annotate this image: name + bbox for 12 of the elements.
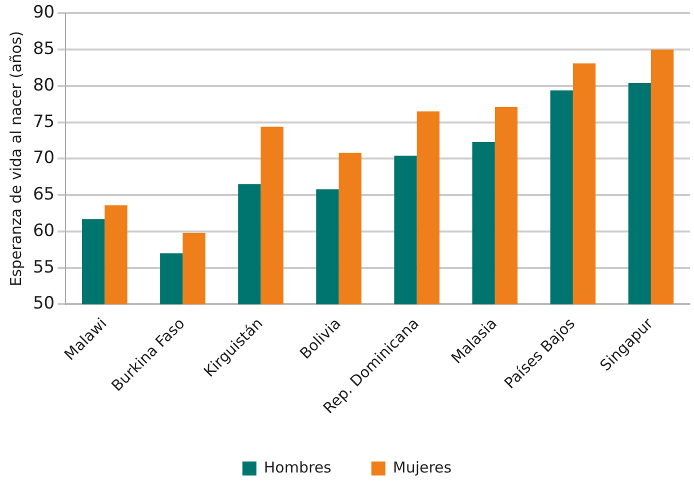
y-tick-label: 55 <box>32 257 55 278</box>
y-tick-label: 80 <box>32 75 55 96</box>
legend-label: Mujeres <box>392 458 452 476</box>
y-tick-label: 65 <box>32 184 55 205</box>
y-tick-label: 75 <box>32 112 55 132</box>
y-tick-label: 90 <box>32 2 55 23</box>
y-tick-label: 60 <box>32 220 55 241</box>
y-tick-label: 70 <box>32 148 55 168</box>
y-axis-title: Esperanza de vida al nacer (años) <box>6 31 25 286</box>
y-tick-label: 50 <box>32 294 55 314</box>
legend-label: Hombres <box>264 458 332 476</box>
y-tick-label: 85 <box>32 39 55 59</box>
